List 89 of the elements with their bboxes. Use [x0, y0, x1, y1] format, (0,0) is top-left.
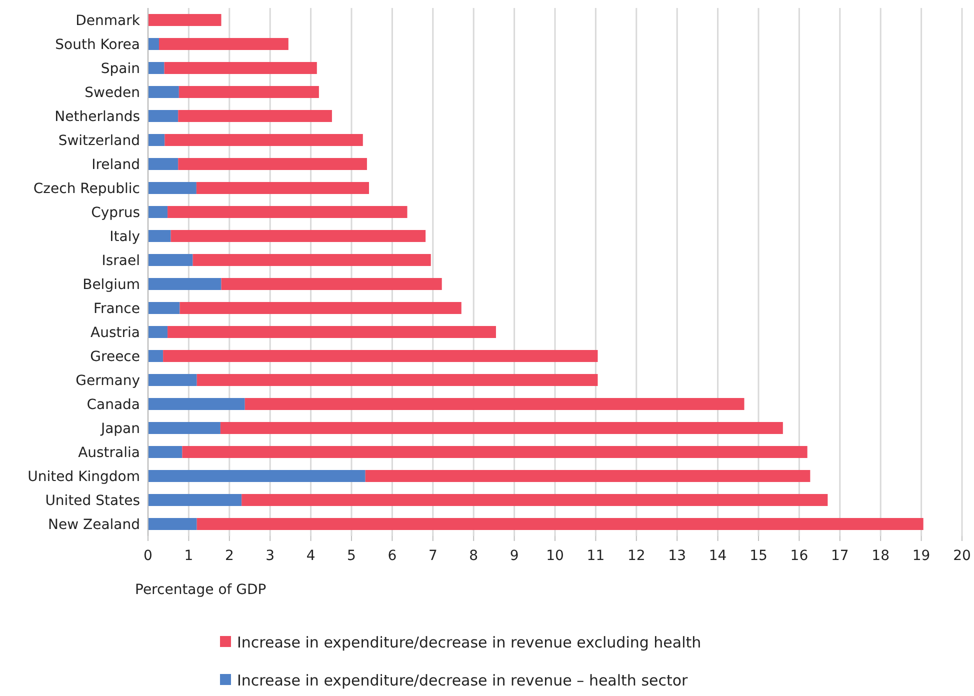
y-tick-label: United States	[45, 492, 140, 509]
x-tick-label: 5	[347, 548, 356, 564]
bar	[148, 254, 193, 266]
bar	[182, 446, 808, 458]
y-tick-label: France	[93, 300, 140, 317]
y-tick-label: New Zealand	[48, 516, 140, 533]
bar	[148, 230, 171, 242]
y-tick-label: Cyprus	[91, 204, 140, 221]
y-tick-label: Japan	[100, 420, 140, 437]
y-tick-label: Netherlands	[54, 108, 140, 125]
y-tick-label: Czech Republic	[33, 180, 140, 197]
y-tick-label: Switzerland	[58, 132, 140, 149]
bar	[148, 134, 165, 146]
y-tick-label: Sweden	[84, 84, 140, 101]
bar	[148, 14, 222, 26]
bar	[148, 494, 242, 506]
bar	[244, 398, 744, 410]
y-tick-label: Germany	[76, 372, 140, 389]
bar	[148, 374, 197, 386]
bar	[220, 422, 783, 434]
x-tick-label: 13	[668, 548, 686, 564]
x-tick-label: 9	[510, 548, 519, 564]
bar	[148, 182, 196, 194]
x-tick-label: 19	[912, 548, 930, 564]
bar	[148, 86, 179, 98]
y-tick-label: Israel	[102, 252, 140, 269]
bar	[148, 302, 180, 314]
x-tick-label: 8	[469, 548, 478, 564]
bar	[196, 182, 369, 194]
bar	[148, 62, 164, 74]
legend-label: Increase in expenditure/decrease in revenue excluding health	[237, 633, 702, 652]
y-tick-label: Canada	[86, 396, 140, 413]
bar	[178, 158, 367, 170]
bar	[148, 446, 182, 458]
x-tick-label: 16	[790, 548, 808, 564]
x-axis-title: Percentage of GDP	[135, 582, 266, 598]
bar	[148, 206, 168, 218]
bar	[221, 278, 442, 290]
y-tick-label: Italy	[110, 228, 140, 245]
bar	[163, 350, 598, 362]
x-tick-label: 18	[872, 548, 890, 564]
bar	[168, 326, 496, 338]
x-tick-label: 3	[266, 548, 275, 564]
y-tick-label: Ireland	[92, 156, 140, 173]
x-tick-label: 17	[830, 548, 849, 564]
bar	[192, 254, 431, 266]
bar	[158, 38, 288, 50]
bar	[365, 470, 810, 482]
bar	[148, 518, 197, 530]
x-tick-label: 15	[750, 548, 768, 564]
bar	[148, 326, 168, 338]
x-tick-label: 20	[953, 548, 971, 564]
bar	[148, 470, 366, 482]
x-tick-label: 1	[184, 548, 194, 564]
x-tick-label: 10	[546, 548, 564, 564]
bar	[164, 134, 363, 146]
y-tick-label: Denmark	[76, 12, 141, 29]
bar	[148, 158, 178, 170]
y-tick-label: Austria	[90, 324, 140, 341]
x-tick-label: 4	[306, 548, 316, 564]
legend-label: Increase in expenditure/decrease in revenue – health sector	[237, 671, 689, 690]
y-tick-label: Australia	[78, 444, 140, 461]
bar	[178, 110, 332, 122]
y-tick-label: Spain	[100, 60, 140, 77]
bar	[178, 86, 319, 98]
bar	[196, 374, 598, 386]
bar	[148, 110, 178, 122]
bar	[170, 230, 426, 242]
bar	[148, 278, 222, 290]
x-tick-label: 12	[627, 548, 646, 564]
bar	[242, 494, 828, 506]
bar	[164, 62, 317, 74]
x-tick-label: 7	[428, 548, 438, 564]
x-tick-label: 14	[708, 548, 727, 564]
bar	[148, 350, 164, 362]
bar	[148, 422, 220, 434]
x-tick-label: 0	[144, 548, 152, 564]
x-tick-label: 6	[388, 548, 397, 564]
bar	[196, 518, 924, 530]
y-tick-label: Greece	[90, 348, 140, 365]
x-tick-label: 11	[586, 548, 605, 564]
y-tick-label: Belgium	[82, 276, 140, 293]
y-tick-label: United Kingdom	[28, 468, 140, 485]
bar	[148, 38, 159, 50]
x-tick-label: 2	[224, 548, 234, 564]
y-tick-label: South Korea	[55, 36, 140, 53]
bar	[168, 206, 408, 218]
bar	[148, 398, 245, 410]
bar	[180, 302, 462, 314]
